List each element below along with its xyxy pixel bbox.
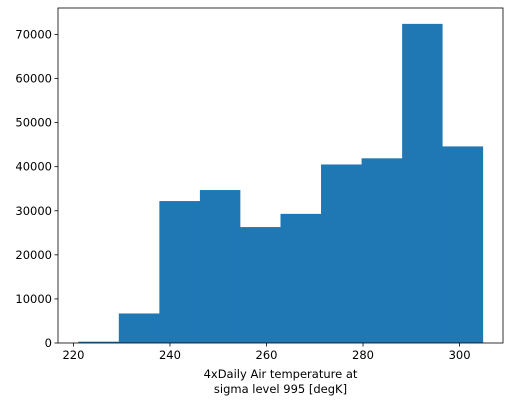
y-tick-label-0: 0 <box>45 336 52 350</box>
x-axis-ticks: 220 240 260 280 300 <box>62 343 471 362</box>
y-tick-label-1: 10000 <box>15 292 52 306</box>
histogram-bar-8 <box>402 23 443 344</box>
x-tick-label-0: 220 <box>62 348 84 362</box>
y-tick-label-5: 50000 <box>15 116 52 130</box>
y-tick-label-2: 20000 <box>15 248 52 262</box>
histogram-bar-0 <box>78 341 120 343</box>
plot-area-border <box>57 7 504 344</box>
x-tick-label-4: 300 <box>449 348 471 362</box>
x-axis-label-line-1: 4xDaily Air temperature at <box>204 367 358 381</box>
x-tick-label-3: 280 <box>352 348 374 362</box>
y-tick-label-7: 70000 <box>15 27 52 41</box>
histogram-bars <box>78 23 484 344</box>
x-axis-label-line-2: sigma level 995 [degK] <box>214 382 347 396</box>
y-tick-label-3: 30000 <box>15 204 52 218</box>
histogram-bar-4 <box>239 227 281 343</box>
histogram-bar-7 <box>361 158 403 343</box>
x-tick-label-1: 240 <box>159 348 181 362</box>
y-axis-ticks: 0 10000 20000 30000 40000 50000 60000 70000 <box>15 27 58 350</box>
y-tick-label-6: 60000 <box>15 72 52 86</box>
histogram-bar-5 <box>280 213 322 343</box>
histogram-bar-1 <box>118 313 160 343</box>
axes-frame <box>57 7 504 344</box>
x-tick-label-2: 260 <box>256 348 278 362</box>
histogram-bar-9 <box>442 146 484 343</box>
histogram-bar-6 <box>321 164 362 343</box>
y-tick-label-4: 40000 <box>15 160 52 174</box>
histogram-bar-2 <box>159 201 201 343</box>
x-axis-label: 4xDaily Air temperature at sigma level 9… <box>204 367 358 396</box>
histogram-bar-3 <box>199 190 241 343</box>
